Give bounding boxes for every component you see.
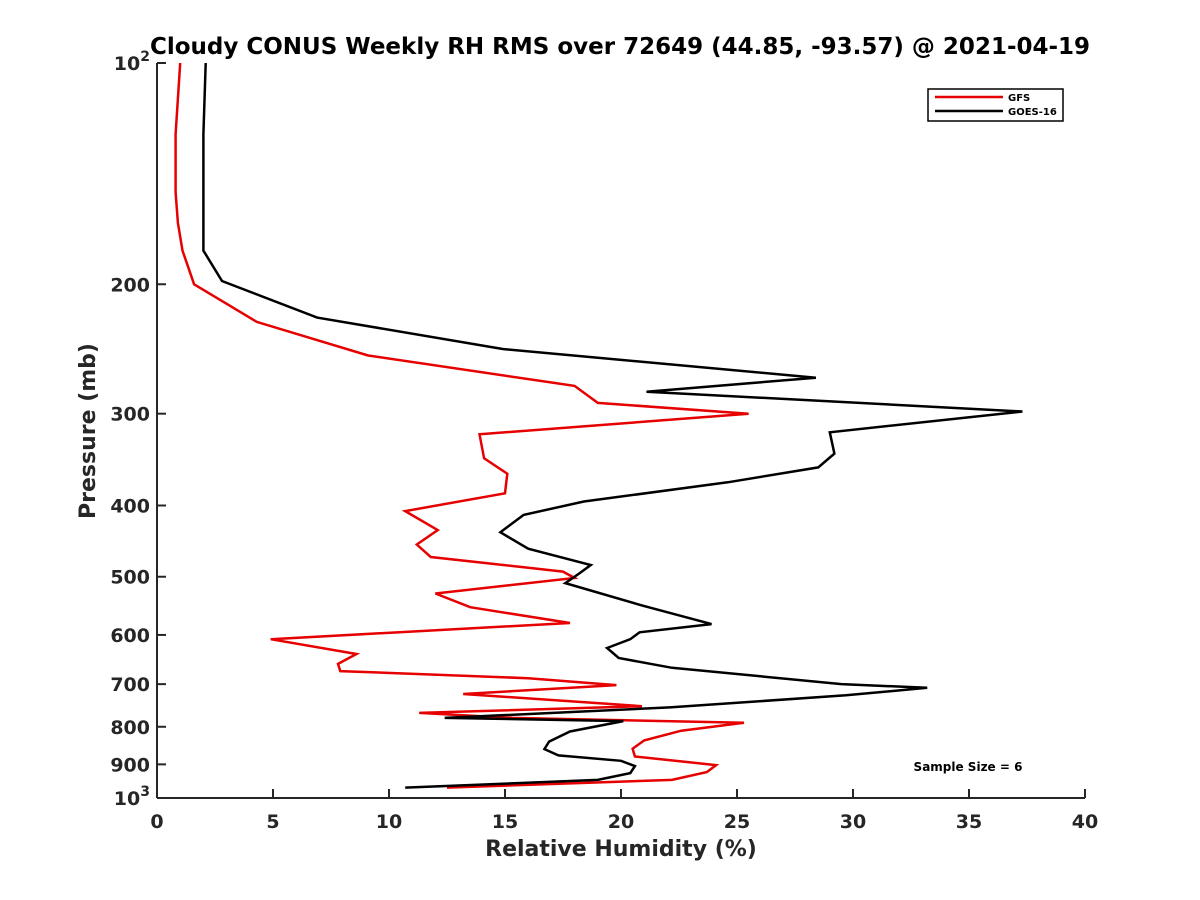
y-tick-label: 300 (110, 404, 150, 426)
x-tick-label: 15 (492, 811, 518, 833)
x-tick-label: 5 (266, 811, 279, 833)
x-axis-label: Relative Humidity (%) (485, 837, 757, 862)
legend: GFS GOES-16 (927, 88, 1064, 122)
y-tick-label: 103 (114, 784, 150, 810)
series-lines (174, 62, 1023, 789)
y-tick-label: 900 (110, 754, 150, 776)
x-tick-label: 40 (1072, 811, 1098, 833)
y-tick-label: 600 (110, 625, 150, 647)
series-line-gfs (174, 62, 749, 789)
y-tick-label: 800 (110, 717, 150, 739)
y-tick-label: 102 (114, 49, 150, 75)
y-tick-label: 200 (110, 274, 150, 296)
legend-label-goes-16: GOES-16 (1008, 107, 1057, 118)
x-tick-label: 30 (840, 811, 866, 833)
x-tick-label: 35 (956, 811, 982, 833)
y-axis-label: Pressure (mb) (76, 343, 101, 519)
x-tick-label: 10 (376, 811, 402, 833)
chart-title: Cloudy CONUS Weekly RH RMS over 72649 (4… (150, 34, 1090, 60)
sample-size-annotation: Sample Size = 6 (914, 760, 1023, 774)
x-tick-label: 25 (724, 811, 750, 833)
axis-ticks: 0 5 10 15 20 25 30 35 40 102 200 300 400 500 600 700 800… (110, 49, 1098, 833)
y-tick-label: 400 (110, 496, 150, 518)
x-tick-label: 0 (150, 811, 163, 833)
legend-box (927, 88, 1064, 122)
plot-area: 0 5 10 15 20 25 30 35 40 102 200 300 400 500 600 700 800… (110, 49, 1098, 833)
series-line-goes-16 (202, 62, 1023, 789)
x-tick-label: 20 (608, 811, 634, 833)
y-tick-label: 700 (110, 674, 150, 696)
y-tick-label: 500 (110, 567, 150, 589)
legend-label-gfs: GFS (1008, 93, 1030, 104)
